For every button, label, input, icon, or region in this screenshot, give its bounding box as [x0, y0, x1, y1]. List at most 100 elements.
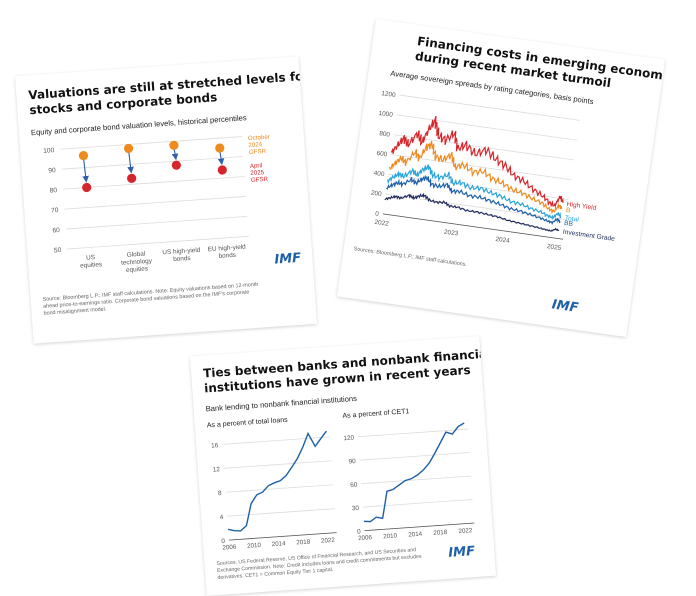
x-tick-label: 2018 — [296, 538, 311, 546]
valuations-plot: 1009080706050USequitiesGlobaltechnologye… — [43, 134, 270, 274]
x-tick-label: 2010 — [247, 542, 262, 550]
x-category-label: EU high-yield — [208, 244, 247, 254]
point-april-2025 — [217, 165, 227, 175]
series-line — [227, 430, 327, 532]
y-tick-label: 0 — [221, 538, 225, 545]
y-tick-label: 0 — [375, 210, 380, 217]
bank-lending-card: Ties between banks and nonbank financial… — [189, 336, 497, 596]
gridline — [396, 114, 578, 141]
series-label: High Yield — [566, 201, 597, 212]
y-tick-label: 120 — [343, 434, 355, 442]
x-category-label: US — [86, 254, 95, 262]
legend-october-2024: GFSR — [249, 148, 267, 156]
legend-april-2025: 2025 — [250, 169, 265, 177]
x-category-label: bonds — [218, 252, 236, 260]
y-tick-label: 70 — [51, 207, 59, 215]
gridline — [385, 193, 566, 220]
y-tick-label: 200 — [370, 190, 382, 198]
y-tick-label: 30 — [352, 505, 360, 513]
y-tick-label: 90 — [48, 167, 56, 175]
point-october-2024 — [78, 151, 89, 161]
imf-logo: IMF — [448, 544, 476, 561]
x-tick-label: 2006 — [358, 534, 373, 542]
y-tick-label: 16 — [211, 442, 219, 450]
x-tick-label: 2006 — [222, 544, 237, 552]
y-tick-label: 600 — [376, 150, 388, 158]
y-tick-label: 80 — [50, 187, 58, 195]
legend-april-2025: April — [250, 162, 263, 170]
y-tick-label: 1000 — [378, 110, 393, 119]
series-line — [390, 115, 564, 209]
point-april-2025 — [82, 182, 92, 193]
y-tick-label: 4 — [220, 514, 224, 521]
x-tick-label: 2010 — [383, 532, 398, 540]
valuations-svg: Valuations are still at stretched levels… — [28, 66, 317, 317]
gridline — [362, 499, 473, 508]
point-april-2025 — [127, 173, 137, 183]
source-line-3: bond misalignment model. — [43, 306, 106, 316]
x-tick-label: 2023 — [444, 229, 459, 238]
series-label: BB — [564, 220, 574, 228]
x-tick-label: 2022 — [374, 219, 389, 228]
panel-right-title: As a percent of CET1 — [342, 408, 409, 420]
gridline — [391, 154, 572, 181]
y-tick-label: 1200 — [381, 90, 396, 99]
x-axis — [382, 213, 564, 240]
gridline — [64, 196, 246, 210]
gridline — [60, 136, 242, 150]
card-subtitle: Equity and corporate bond valuation leve… — [31, 113, 247, 137]
spreads-plot: 1200 1000 800 600 400 200 0 2022 2023 2024 2025 Hig… — [370, 90, 615, 252]
gridline — [223, 460, 332, 469]
y-tick-label: 0 — [357, 528, 361, 535]
panel-left-title: As a percent of total loans — [207, 417, 289, 430]
x-tick-label: 2022 — [321, 537, 336, 545]
x-tick-label: 2014 — [272, 540, 287, 548]
spreads-card: Financing costs in emerging economies su… — [336, 19, 666, 337]
gridline — [359, 452, 470, 461]
y-tick-label: 60 — [52, 227, 60, 235]
series-label: Total — [564, 215, 579, 224]
legend-october-2024: October — [248, 134, 270, 143]
point-october-2024 — [123, 143, 134, 154]
source-line-1: Sources: Bloomberg L.P.; IMF staff calcu… — [353, 246, 467, 268]
y-tick-label: 800 — [379, 130, 391, 138]
gridline — [225, 484, 334, 493]
x-category-label: equities — [80, 261, 102, 270]
y-tick-label: 8 — [218, 490, 222, 497]
y-tick-label: 400 — [373, 170, 385, 178]
point-april-2025 — [171, 160, 181, 170]
x-category-label: bonds — [173, 255, 191, 263]
series-line — [388, 140, 563, 215]
valuations-card: Valuations are still at stretched levels… — [14, 56, 318, 344]
x-category-label: technology — [121, 258, 153, 267]
point-october-2024 — [215, 143, 225, 153]
x-tick-label: 2025 — [547, 243, 562, 252]
change-arrow — [82, 159, 89, 183]
x-axis — [228, 532, 337, 541]
series-line — [384, 192, 560, 232]
y-tick-label: 60 — [350, 481, 358, 489]
x-category-label: Global — [127, 251, 146, 259]
gridline — [399, 94, 580, 121]
x-tick-label: 2018 — [433, 529, 448, 537]
change-arrow — [171, 149, 179, 161]
x-tick-label: 2014 — [408, 531, 423, 539]
gridline — [361, 475, 472, 485]
x-tick-label: 2024 — [495, 236, 510, 245]
change-arrow — [127, 152, 134, 174]
series-line — [386, 175, 561, 225]
bank-lending-svg: Ties between banks and nonbank financial… — [203, 346, 492, 581]
imf-logo: IMF — [551, 297, 580, 316]
x-category-label: equities — [126, 265, 148, 274]
x-tick-label: 2022 — [458, 527, 473, 535]
legend-april-2025: GFSR — [251, 176, 269, 184]
y-tick-label: 90 — [348, 458, 356, 466]
gridline — [222, 436, 330, 445]
legend-october-2024: 2024 — [248, 141, 263, 149]
card-subtitle: Bank lending to nonbank financial instit… — [205, 394, 357, 414]
imf-logo: IMF — [274, 251, 302, 268]
y-tick-label: 50 — [54, 247, 62, 255]
series-line — [363, 422, 465, 523]
y-tick-label: 100 — [43, 147, 55, 155]
x-category-label: US high-yield — [162, 247, 201, 257]
